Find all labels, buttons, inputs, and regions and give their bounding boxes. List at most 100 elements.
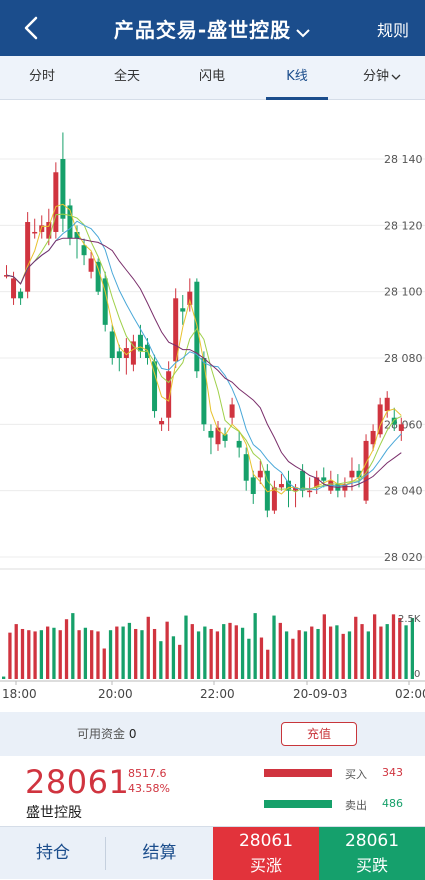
volume-bar (14, 624, 18, 679)
time-axis-label: 18:00 (2, 687, 37, 701)
volume-bar (2, 676, 6, 679)
price-axis-label: 28 100 (384, 286, 423, 299)
volume-bar (316, 628, 320, 679)
available-funds-label: 可用资金 (77, 727, 126, 741)
buy-up-button[interactable]: 28061 买涨 (213, 827, 319, 880)
volume-bar (272, 615, 276, 679)
candle-body (95, 261, 101, 292)
candle-body (152, 361, 158, 412)
volume-bar (77, 630, 81, 679)
tab-time-sharing[interactable]: 分时 (12, 56, 72, 100)
candle-body (166, 371, 172, 418)
candle-body (391, 417, 397, 425)
candle-body (314, 477, 320, 488)
time-axis-label: 20-09-03 (293, 687, 347, 701)
volume-bar (215, 631, 220, 679)
candle-body (60, 159, 66, 219)
volume-bar (234, 625, 238, 679)
candle-body (137, 334, 143, 352)
moving-average-line (6, 203, 402, 495)
candle-body (123, 348, 129, 358)
volume-bar (335, 625, 339, 679)
volume-bar (203, 626, 207, 679)
change-percent: 43.58% (128, 782, 170, 795)
volume-bar (240, 627, 245, 679)
tab-flash[interactable]: 闪电 (182, 56, 242, 100)
moving-average-line (6, 237, 402, 488)
volume-bar (385, 624, 389, 679)
moving-average-line (6, 213, 402, 493)
volume-bar (39, 630, 44, 679)
volume-bar (266, 649, 270, 679)
positions-button[interactable]: 持仓 (36, 843, 70, 863)
candle-body (271, 487, 277, 511)
volume-bar (366, 631, 370, 679)
volume-bar (228, 622, 232, 679)
volume-bar (96, 631, 100, 679)
volume-bar (64, 619, 69, 679)
candle-body (201, 358, 207, 425)
volume-bar (404, 625, 408, 679)
change-value: 8517.6 (128, 767, 167, 780)
volume-bar (171, 636, 176, 679)
settlement-button[interactable]: 结算 (142, 843, 177, 863)
buy-down-label: 买跌 (355, 856, 388, 875)
volume-bar (222, 624, 226, 679)
chevron-down-icon (391, 74, 401, 80)
candle-body (349, 470, 355, 478)
volume-bar (58, 630, 62, 679)
moving-average-line (6, 220, 402, 491)
candle-body (102, 278, 108, 325)
rules-link[interactable]: 规则 (376, 21, 409, 40)
buy-ratio-bar (264, 769, 332, 777)
tab-kline[interactable]: K线 (266, 56, 328, 100)
candle-body (356, 470, 362, 478)
kline-chart[interactable]: 28 140 28 120 28 100 28 080 28 060 28 040 28 0… (0, 101, 425, 711)
buy-down-button[interactable]: 28061 买跌 (319, 827, 425, 880)
back-chevron-icon[interactable] (18, 14, 46, 42)
recharge-button[interactable]: 充值 (281, 722, 357, 746)
candle-body (384, 397, 390, 412)
time-axis-label: 20:00 (98, 687, 133, 701)
candle-body (222, 434, 228, 441)
candle-body (300, 470, 306, 491)
tab-minutes[interactable]: 分钟 (352, 56, 412, 100)
volume-bar (284, 631, 289, 679)
volume-bar (196, 631, 201, 679)
volume-bar (259, 637, 264, 679)
volume-bar (297, 630, 301, 679)
volume-bar (90, 630, 94, 679)
volume-bar (372, 614, 377, 679)
candle-body (208, 430, 214, 438)
candle-body (39, 225, 45, 232)
volume-bar (354, 616, 358, 679)
buy-up-price: 28061 (238, 831, 294, 851)
quote-panel: 28061 8517.6 43.58% 盛世控股 买入 343 卖出 486 (0, 757, 425, 825)
divider (105, 837, 106, 870)
candle-body (180, 308, 186, 312)
candle-body (25, 222, 31, 292)
volume-axis-label: 2.5K (398, 614, 421, 625)
app-header: 产品交易-盛世控股 规则 (0, 0, 425, 56)
volume-axis-label: 0 (414, 669, 420, 680)
candle-body (370, 430, 376, 445)
active-tab-indicator (266, 97, 328, 100)
action-bar: 持仓 结算 28061 买涨 28061 买跌 (0, 826, 425, 880)
tab-label: 全天 (113, 69, 140, 84)
sell-count: 486 (382, 797, 403, 810)
candle-body (363, 440, 369, 501)
volume-bar (310, 626, 314, 679)
volume-bar (328, 626, 333, 679)
volume-bar (291, 638, 295, 679)
volume-bar (178, 644, 182, 679)
buy-up-label: 买涨 (249, 856, 282, 875)
candle-body (67, 205, 73, 239)
candle-body (257, 470, 263, 478)
buy-down-price: 28061 (344, 831, 400, 851)
candle-body (243, 454, 249, 481)
candle-body (321, 477, 327, 481)
tab-all-day[interactable]: 全天 (97, 56, 157, 100)
page-title[interactable]: 产品交易-盛世控股 (0, 14, 425, 44)
tab-label: K线 (286, 69, 308, 84)
time-axis-label: 02:00 (395, 687, 425, 701)
